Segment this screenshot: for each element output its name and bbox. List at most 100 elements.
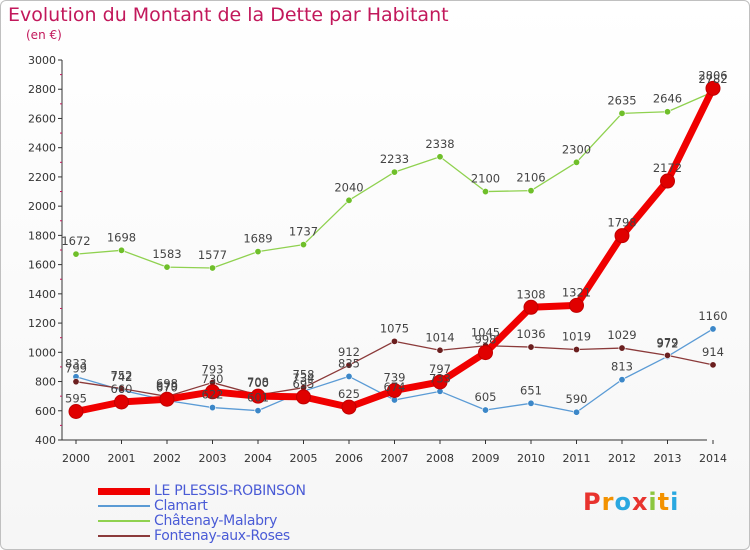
data-label: 700 xyxy=(247,376,269,390)
y-tick-label: 2800 xyxy=(28,83,56,96)
y-tick-label: 2600 xyxy=(28,112,56,125)
data-label: 758 xyxy=(293,368,315,382)
data-label: 799 xyxy=(65,362,87,376)
legend-swatch xyxy=(98,487,150,495)
data-point xyxy=(114,394,129,410)
x-tick-label: 2010 xyxy=(517,452,545,465)
x-tick-label: 2012 xyxy=(608,452,636,465)
data-label: 695 xyxy=(293,377,315,391)
data-point xyxy=(345,361,353,369)
data-point xyxy=(572,408,580,416)
data-point xyxy=(254,248,262,256)
logo-letter: P xyxy=(583,488,602,516)
data-label: 2338 xyxy=(425,137,454,151)
data-label: 622 xyxy=(202,388,224,402)
chart-subtitle: (en €) xyxy=(26,28,62,42)
data-label: 1583 xyxy=(152,247,181,261)
chart-title: Evolution du Montant de la Dette par Hab… xyxy=(8,4,449,26)
x-tick-label: 2008 xyxy=(426,452,454,465)
data-label: 2040 xyxy=(334,180,363,194)
data-point xyxy=(205,384,220,400)
data-point xyxy=(159,391,175,407)
data-label: 625 xyxy=(338,387,360,401)
data-label: 1577 xyxy=(198,248,227,262)
data-label: 2100 xyxy=(471,172,500,186)
data-point xyxy=(296,389,311,405)
data-point xyxy=(345,372,353,380)
data-label: 698 xyxy=(156,376,178,390)
legend-label: Fontenay-aux-Roses xyxy=(154,528,290,544)
data-point xyxy=(163,263,171,271)
data-point xyxy=(527,343,535,351)
data-point xyxy=(709,325,717,333)
data-point xyxy=(390,337,398,345)
legend-item: Clamart xyxy=(98,498,358,514)
chart-legend: LE PLESSIS-ROBINSON Clamart Châtenay-Malab… xyxy=(98,483,358,544)
data-point xyxy=(705,80,721,96)
x-tick-label: 2003 xyxy=(199,452,227,465)
y-tick-label: 2200 xyxy=(28,171,56,184)
data-label: 670 xyxy=(156,381,178,395)
legend-label: Clamart xyxy=(154,498,208,514)
legend-swatch xyxy=(98,520,150,522)
proxiti-logo: Proxiti xyxy=(583,488,679,516)
logo-letter: o xyxy=(614,488,632,516)
y-tick-label: 1600 xyxy=(28,259,56,272)
data-label: 835 xyxy=(338,356,360,370)
data-label: 2172 xyxy=(653,161,682,175)
y-tick-label: 3000 xyxy=(28,54,56,67)
data-label: 1160 xyxy=(698,309,727,323)
y-tick-label: 2000 xyxy=(28,200,56,213)
y-tick-label: 1000 xyxy=(28,346,56,359)
data-label: 595 xyxy=(65,392,87,406)
logo-letter: t xyxy=(657,488,671,516)
data-point xyxy=(432,374,448,390)
logo-letter: x xyxy=(631,488,649,516)
data-label: 708 xyxy=(247,375,269,389)
data-label: 1321 xyxy=(562,285,591,299)
legend-item: LE PLESSIS-ROBINSON xyxy=(98,483,358,499)
data-label: 793 xyxy=(202,363,224,377)
x-tick-label: 2005 xyxy=(290,452,318,465)
data-label: 674 xyxy=(384,380,406,394)
data-point xyxy=(618,376,626,384)
x-tick-label: 2014 xyxy=(699,452,727,465)
data-point xyxy=(68,404,84,419)
x-tick-label: 2007 xyxy=(381,452,409,465)
logo-letter: i xyxy=(670,488,680,516)
data-label: 752 xyxy=(111,369,133,383)
data-label: 1308 xyxy=(516,287,545,301)
data-point xyxy=(614,228,630,244)
y-tick-label: 800 xyxy=(35,376,56,389)
data-label: 912 xyxy=(338,345,360,359)
data-label: 742 xyxy=(111,370,133,384)
data-label: 601 xyxy=(247,391,269,405)
y-tick-label: 1200 xyxy=(28,317,56,330)
x-tick-label: 2002 xyxy=(153,452,181,465)
data-point xyxy=(72,250,80,258)
data-point xyxy=(523,299,539,315)
data-point xyxy=(436,153,444,161)
data-point xyxy=(569,297,584,313)
data-label: 1075 xyxy=(380,321,409,335)
logo-letter: r xyxy=(601,488,615,516)
legend-swatch xyxy=(98,535,150,537)
data-label: 2300 xyxy=(562,142,591,156)
data-label: 2782 xyxy=(698,72,727,86)
data-point xyxy=(618,344,626,352)
data-label: 739 xyxy=(384,370,406,384)
y-tick-label: 400 xyxy=(35,434,56,447)
data-label: 651 xyxy=(520,383,542,397)
data-point xyxy=(387,382,402,398)
y-tick-label: 1400 xyxy=(28,288,56,301)
data-point xyxy=(118,246,126,254)
data-point xyxy=(72,378,80,386)
data-label: 679 xyxy=(156,379,178,393)
data-label: 590 xyxy=(566,392,588,406)
data-label: 1036 xyxy=(516,327,545,341)
legend-label: Châtenay-Malabry xyxy=(154,513,278,529)
data-point xyxy=(299,241,307,249)
data-label: 1689 xyxy=(243,232,272,246)
data-point xyxy=(118,385,126,393)
